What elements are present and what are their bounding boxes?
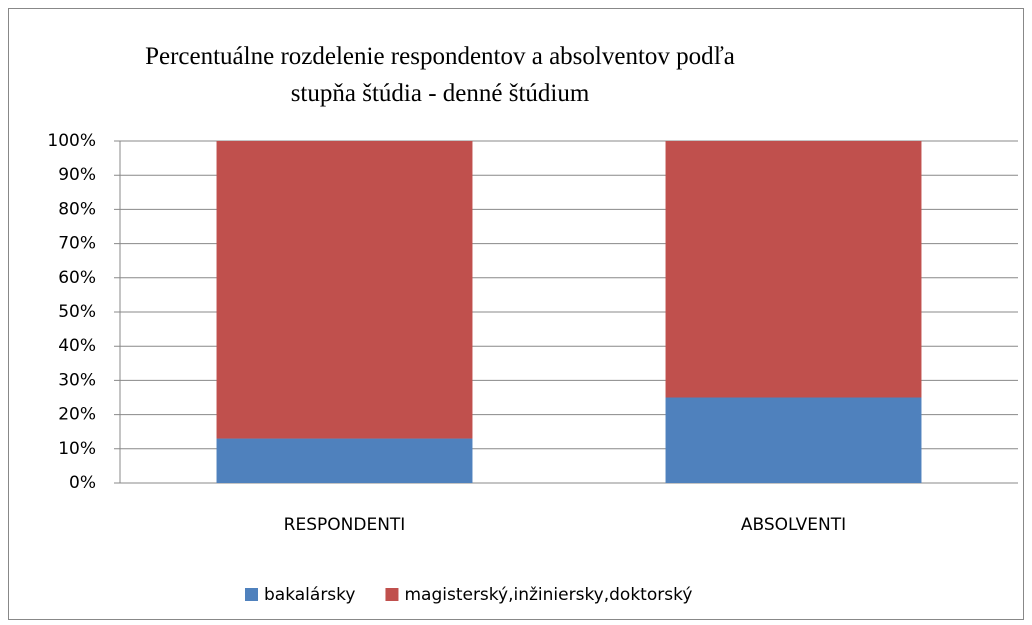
y-tick-label: 20% <box>58 405 96 425</box>
legend-label: magisterský,inžiniersky,doktorský <box>404 585 692 605</box>
y-tick-label: 40% <box>58 336 96 356</box>
y-tick-label: 0% <box>69 473 96 493</box>
bar-segment <box>665 397 922 483</box>
bar-segment <box>216 141 473 439</box>
y-tick-label: 50% <box>58 302 96 322</box>
y-tick-label: 30% <box>58 370 96 390</box>
y-tick-label: 70% <box>58 234 96 254</box>
legend-label: bakalársky <box>264 585 355 605</box>
y-tick-label: 90% <box>58 165 96 185</box>
y-tick-label: 100% <box>47 131 96 151</box>
x-tick-label: RESPONDENTI <box>284 515 406 535</box>
y-tick-label: 60% <box>58 268 96 288</box>
legend-swatch <box>245 588 258 601</box>
y-tick-label: 10% <box>58 439 96 459</box>
legend-swatch <box>385 588 399 601</box>
bar-segment <box>665 141 922 398</box>
bar-segment <box>216 438 473 483</box>
x-tick-label: ABSOLVENTI <box>741 515 846 535</box>
y-tick-label: 80% <box>58 199 96 219</box>
chart-title: Percentuálne rozdelenie respondentov a a… <box>145 43 735 107</box>
